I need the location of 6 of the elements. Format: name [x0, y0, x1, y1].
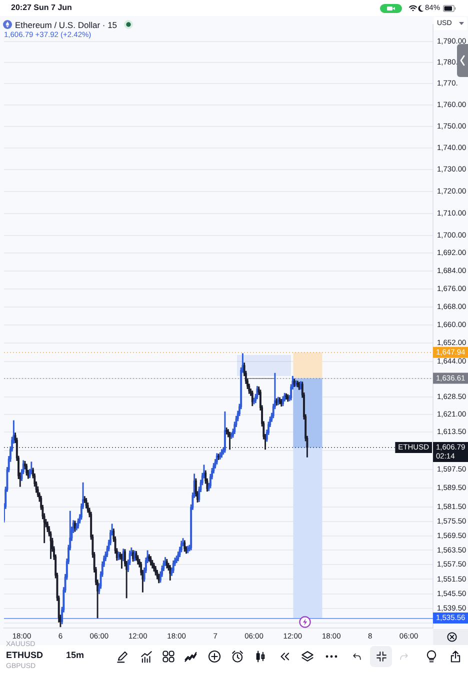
text: 15m	[66, 650, 84, 660]
text: 20:27 Sun 7 Jun	[11, 3, 72, 12]
chart-title: Ethereum / U.S. Dollar · 15	[15, 20, 118, 30]
text: ETHUSD	[6, 650, 44, 660]
candlestick	[218, 454, 220, 460]
candlestick	[282, 396, 284, 406]
